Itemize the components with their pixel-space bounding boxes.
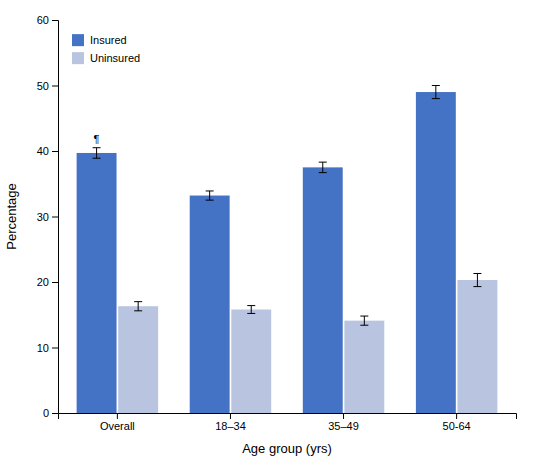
tick-mark <box>343 413 344 419</box>
error-bar <box>206 191 214 200</box>
plot: 0 10 20 30 40 50 60 Overall 18–34 35–49 50-64 ¶ Insu… <box>37 14 517 432</box>
bar <box>344 321 384 413</box>
tick: Overall <box>100 413 135 432</box>
tick-label: 50-64 <box>443 420 471 432</box>
tick: 35–49 <box>328 413 359 432</box>
bar <box>190 196 230 413</box>
legend-item: Insured <box>72 34 127 46</box>
tick-mark <box>52 151 58 152</box>
error-bar <box>319 162 327 172</box>
tick-label: Overall <box>100 420 135 432</box>
tick: 50 <box>37 80 58 92</box>
legend-item: Uninsured <box>72 52 140 64</box>
legend-label: Insured <box>90 34 127 46</box>
y-axis-title: Percentage <box>4 183 19 250</box>
tick: 40 <box>37 145 58 157</box>
tick-label: 20 <box>37 276 49 288</box>
tick-mark <box>117 413 118 419</box>
legend: Insured Uninsured <box>66 28 146 70</box>
tick-mark <box>52 282 58 283</box>
error-bar <box>360 316 368 325</box>
axis-line <box>52 21 59 414</box>
annotation: ¶ <box>94 133 100 145</box>
tick: 20 <box>37 276 58 288</box>
tick-mark <box>52 20 58 21</box>
tick-label: 40 <box>37 145 49 157</box>
x-axis: Overall 18–34 35–49 50-64 <box>59 413 517 432</box>
error-bar <box>93 148 101 158</box>
tick-mark <box>52 413 58 414</box>
tick-mark <box>230 413 231 419</box>
tick-mark <box>52 217 58 218</box>
axis-line <box>59 414 517 420</box>
tick: 30 <box>37 211 58 223</box>
tick-label: 10 <box>37 342 49 354</box>
legend-background <box>66 28 146 70</box>
bar <box>77 153 117 413</box>
bar <box>416 92 456 413</box>
tick: 18–34 <box>215 413 246 432</box>
tick: 0 <box>43 407 58 419</box>
legend-swatch <box>72 34 84 46</box>
legend-label: Uninsured <box>90 52 140 64</box>
bar <box>231 310 271 413</box>
tick-label: 18–34 <box>215 420 246 432</box>
bar <box>118 306 158 413</box>
tick-label: 60 <box>37 14 49 26</box>
marks <box>77 86 498 414</box>
bar <box>457 280 497 413</box>
tick: 60 <box>37 14 58 26</box>
tick-mark <box>456 413 457 419</box>
legend-swatch <box>72 52 84 64</box>
tick-label: 35–49 <box>328 420 359 432</box>
bar <box>303 167 343 413</box>
error-bar <box>432 86 440 99</box>
error-bar <box>247 306 255 314</box>
error-bar <box>134 302 142 311</box>
tick-label: 50 <box>37 80 49 92</box>
chart: 0 10 20 30 40 50 60 Overall 18–34 35–49 50-64 ¶ Insu… <box>0 0 536 465</box>
series <box>118 273 497 413</box>
x-axis-title: Age group (yrs) <box>242 441 332 456</box>
tick-mark <box>52 348 58 349</box>
error-bar <box>473 273 481 286</box>
tick-label: 30 <box>37 211 49 223</box>
tick: 50-64 <box>443 413 471 432</box>
y-axis: 0 10 20 30 40 50 60 <box>37 14 59 419</box>
series <box>77 86 456 414</box>
tick-mark <box>52 86 58 87</box>
tick: 10 <box>37 342 58 354</box>
tick-label: 0 <box>43 407 49 419</box>
